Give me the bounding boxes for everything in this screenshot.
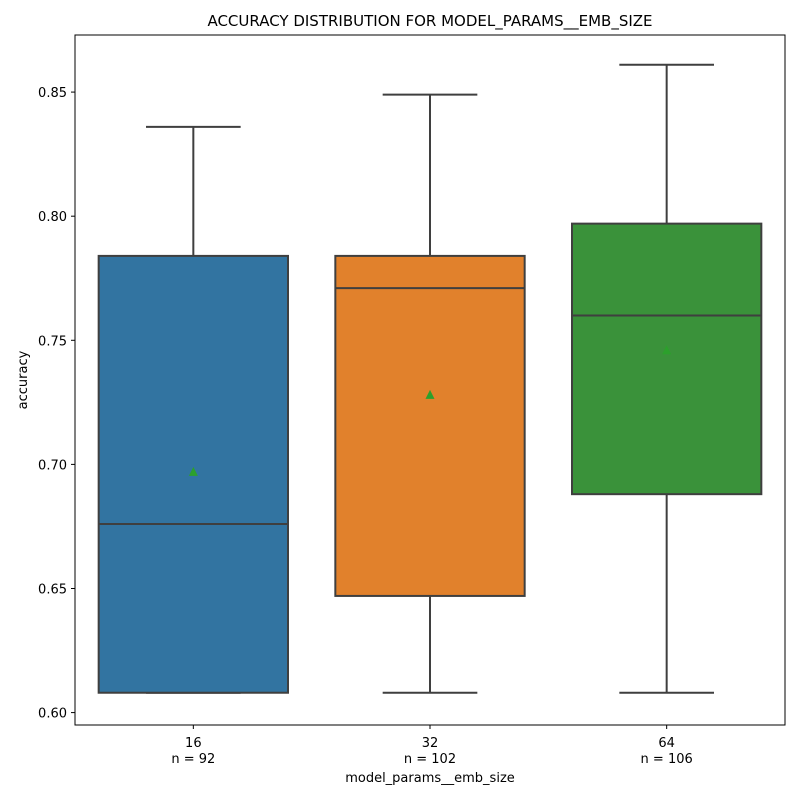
box-series [97,63,763,694]
box-iqr [334,254,526,597]
box-iqr [571,222,763,496]
x-tick-label: 16 [185,736,202,751]
box-group-32 [334,93,526,694]
x-axis-label: model_params__emb_size [345,771,515,786]
y-tick-label: 0.75 [38,334,67,349]
x-axis: 16n = 92 32n = 102 64n = 106 [171,725,693,767]
y-axis: 0.60 0.65 0.70 0.75 0.80 0.85 [38,86,75,722]
x-count-label: n = 102 [404,752,456,767]
box-group-16 [97,125,289,694]
y-axis-label: accuracy [16,350,31,409]
y-tick-label: 0.60 [38,707,67,722]
y-tick-label: 0.70 [38,458,67,473]
mean-marker [425,389,435,399]
x-tick-label: 32 [422,736,439,751]
mean-marker [188,466,198,476]
y-tick-label: 0.85 [38,86,67,101]
mean-marker [662,345,672,355]
y-tick-label: 0.65 [38,582,67,597]
box-group-64 [571,63,763,694]
x-tick-label: 64 [658,736,675,751]
x-count-label: n = 106 [641,752,693,767]
y-tick-label: 0.80 [38,210,67,225]
x-count-label: n = 92 [171,752,215,767]
chart-title: ACCURACY DISTRIBUTION FOR MODEL_PARAMS__… [207,12,652,31]
